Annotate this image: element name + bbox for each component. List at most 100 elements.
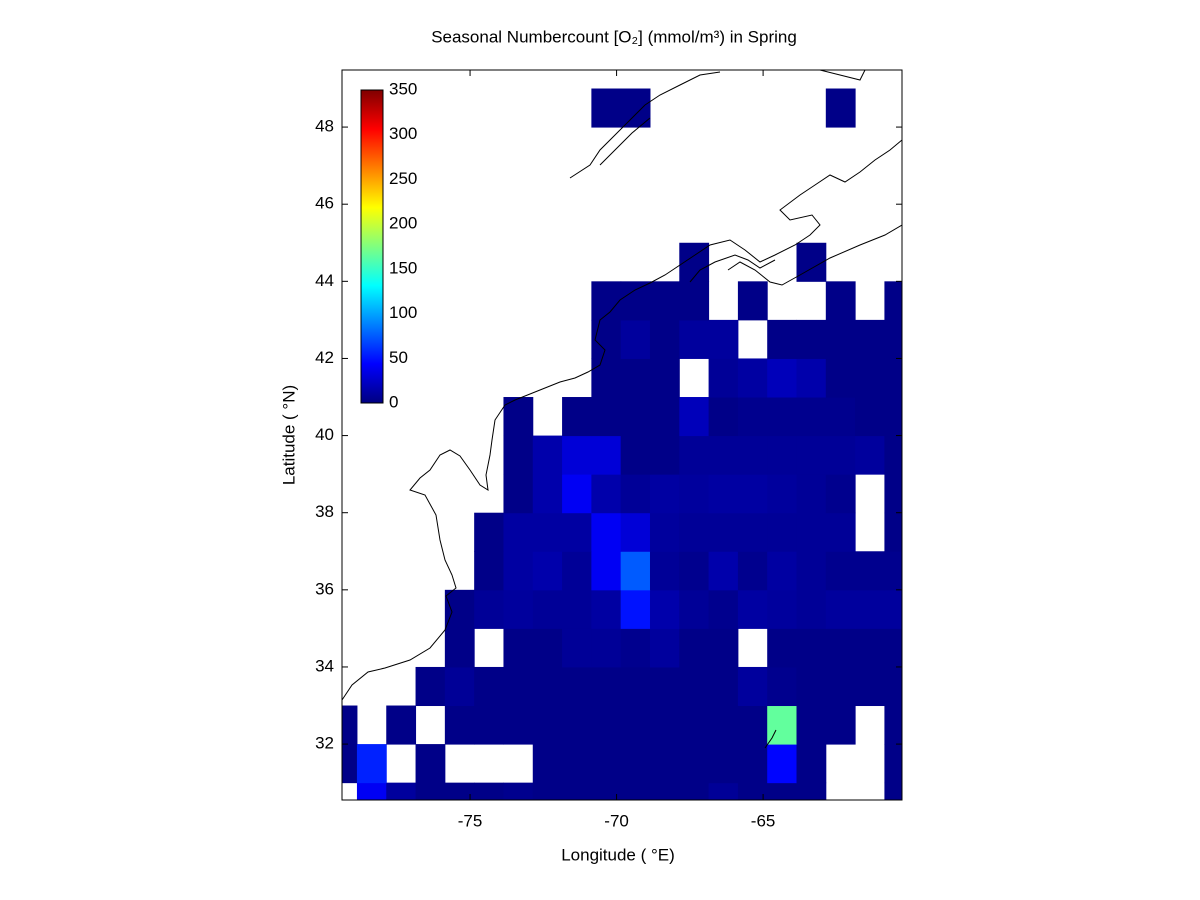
cell xyxy=(620,666,651,707)
cell xyxy=(679,435,710,475)
cell xyxy=(679,512,710,552)
cell xyxy=(796,512,827,552)
cell xyxy=(503,666,534,707)
cell xyxy=(386,782,417,800)
cell xyxy=(855,666,885,707)
coastline xyxy=(342,70,902,749)
cell xyxy=(708,397,739,437)
cell xyxy=(884,435,902,475)
cell xyxy=(796,551,827,591)
cell xyxy=(415,744,446,784)
cell xyxy=(679,666,710,707)
cell xyxy=(855,589,885,629)
cell xyxy=(825,628,856,668)
cell xyxy=(503,435,534,475)
cell xyxy=(649,551,680,591)
cell xyxy=(796,397,827,437)
cell xyxy=(796,435,827,475)
cell xyxy=(591,705,622,745)
cell xyxy=(855,628,885,668)
cell xyxy=(825,88,856,128)
cell xyxy=(591,551,622,591)
plot-frame xyxy=(341,69,903,801)
colorbar-tick-label: 50 xyxy=(389,348,408,367)
cell xyxy=(796,358,827,398)
cell xyxy=(825,551,856,591)
cell xyxy=(737,744,768,784)
y-axis-label: Latitude ( °N) xyxy=(279,385,298,485)
cell xyxy=(884,319,902,359)
cell xyxy=(562,782,592,800)
cell xyxy=(884,744,902,784)
cell xyxy=(620,435,651,475)
cell xyxy=(415,666,446,707)
y-tick-label: 36 xyxy=(315,579,334,598)
cell xyxy=(649,705,680,745)
cell xyxy=(503,474,534,514)
colorbar-tick-label: 250 xyxy=(389,169,417,188)
cell xyxy=(825,474,856,514)
cell xyxy=(825,589,856,629)
cell xyxy=(767,666,798,707)
cell xyxy=(737,358,768,398)
colorbar-tick-label: 100 xyxy=(389,303,417,322)
cell xyxy=(767,512,798,552)
cell xyxy=(825,319,856,359)
cell xyxy=(855,319,885,359)
cell xyxy=(679,397,710,437)
cell xyxy=(679,744,710,784)
cell xyxy=(620,782,651,800)
cell xyxy=(855,397,885,437)
cell xyxy=(796,319,827,359)
cell xyxy=(737,474,768,514)
cell xyxy=(737,512,768,552)
cell xyxy=(474,551,504,591)
cell xyxy=(562,551,592,591)
cell xyxy=(591,744,622,784)
cell xyxy=(503,628,534,668)
cell xyxy=(825,666,856,707)
cell xyxy=(737,705,768,745)
cell xyxy=(620,589,651,629)
cell xyxy=(708,435,739,475)
cell xyxy=(562,474,592,514)
colorbar-tick-label: 350 xyxy=(389,79,417,98)
y-tick-label: 34 xyxy=(315,656,334,675)
cell xyxy=(532,666,563,707)
cell xyxy=(342,705,358,745)
cell xyxy=(591,474,622,514)
cell xyxy=(444,782,475,800)
cell xyxy=(620,319,651,359)
cell xyxy=(708,628,739,668)
cell xyxy=(444,705,475,745)
cell xyxy=(767,397,798,437)
cell xyxy=(649,435,680,475)
cell xyxy=(503,705,534,745)
cell xyxy=(825,705,856,745)
cell xyxy=(591,88,622,128)
cell xyxy=(855,358,885,398)
cell xyxy=(503,397,534,437)
cell xyxy=(767,744,798,784)
heatmap-cells xyxy=(342,88,902,800)
cell xyxy=(532,628,563,668)
cell xyxy=(708,705,739,745)
y-tick-label: 38 xyxy=(315,502,334,521)
cell xyxy=(825,512,856,552)
cell xyxy=(737,281,768,321)
colorbar-tick-label: 200 xyxy=(389,214,417,233)
cell xyxy=(679,589,710,629)
cell xyxy=(679,628,710,668)
y-tick-label: 40 xyxy=(315,425,334,444)
colorbar-tick-label: 300 xyxy=(389,124,417,143)
cell xyxy=(767,474,798,514)
cell xyxy=(532,551,563,591)
cell xyxy=(649,782,680,800)
cell xyxy=(679,551,710,591)
cell xyxy=(591,358,622,398)
cell xyxy=(562,589,592,629)
cell xyxy=(649,666,680,707)
cell xyxy=(884,397,902,437)
cell xyxy=(591,319,622,359)
cell xyxy=(444,666,475,707)
